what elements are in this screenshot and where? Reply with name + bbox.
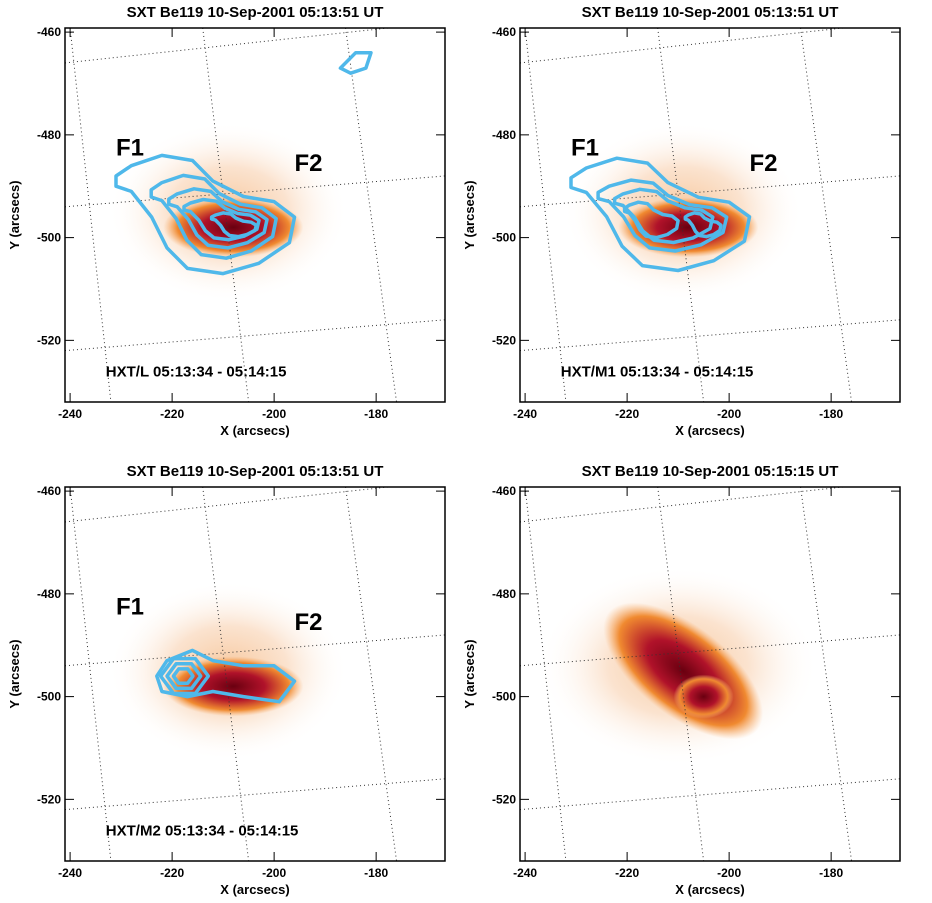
- hxr-contour: [569, 156, 752, 273]
- heliographic-grid: [202, 487, 250, 861]
- heliographic-grid: [800, 487, 853, 861]
- y-tick-label: -460: [492, 484, 516, 498]
- instrument-label: HXT/M2 05:13:34 - 05:14:15: [106, 822, 299, 839]
- hxr-contour: [167, 187, 269, 250]
- plot-area: [65, 28, 445, 402]
- x-tick-label: -240: [58, 407, 82, 421]
- plot-area: [520, 28, 900, 402]
- x-axis-label: X (arcsecs): [675, 882, 744, 897]
- y-tick-label: -480: [492, 128, 516, 142]
- plot-frame: [519, 486, 901, 862]
- panel: -240 -220 -200 -180 -460 -480 -500 -520 SXT Be11…: [7, 4, 446, 438]
- heliographic-grid: [657, 487, 705, 861]
- x-tick-label: -200: [262, 407, 286, 421]
- plot-area: [520, 487, 900, 861]
- emission-core: [673, 674, 734, 719]
- y-axis-label: Y (arcsecs): [462, 639, 477, 708]
- y-tick-label: -480: [37, 128, 61, 142]
- x-axis-label: X (arcsecs): [220, 882, 289, 897]
- y-tick-label: -460: [37, 484, 61, 498]
- hxr-contour: [683, 211, 723, 239]
- footpoint-label: F1: [116, 593, 144, 620]
- heliographic-grid: [800, 28, 853, 402]
- hxr-contour: [209, 211, 259, 239]
- y-axis-label: Y (arcsecs): [7, 180, 22, 249]
- x-tick-label: -200: [262, 866, 286, 880]
- y-tick-label: -520: [37, 333, 61, 347]
- chart-title: SXT Be119 10-Sep-2001 05:13:51 UT: [127, 4, 384, 21]
- x-tick-label: -240: [513, 407, 537, 421]
- footpoint-label: F2: [750, 150, 778, 177]
- x-tick-label: -200: [717, 866, 741, 880]
- footpoint-label: F1: [571, 134, 599, 161]
- y-tick-label: -460: [37, 25, 61, 39]
- y-tick-label: -500: [37, 690, 61, 704]
- panel: -240 -220 -200 -180 -460 -480 -500 -520 SXT Be11…: [462, 463, 901, 897]
- y-tick-label: -520: [492, 333, 516, 347]
- panel: -240 -220 -200 -180 -460 -480 -500 -520 SXT Be11…: [7, 463, 446, 897]
- x-tick-label: -220: [615, 866, 639, 880]
- x-tick-label: -220: [160, 407, 184, 421]
- plot-frame: [64, 27, 446, 403]
- heliographic-grid: [345, 28, 398, 402]
- hxr-contour: [165, 661, 203, 691]
- heliographic-grid: [345, 487, 398, 861]
- x-tick-label: -180: [819, 407, 843, 421]
- x-tick-label: -180: [364, 866, 388, 880]
- y-tick-label: -500: [37, 231, 61, 245]
- hxr-contour: [596, 178, 729, 253]
- footpoint-label: F2: [295, 609, 323, 636]
- plot-frame: [519, 27, 901, 403]
- heliographic-grid: [657, 28, 705, 402]
- y-axis-label: Y (arcsecs): [7, 639, 22, 708]
- y-tick-label: -460: [492, 25, 516, 39]
- heliographic-grid: [524, 487, 567, 861]
- x-tick-label: -180: [364, 407, 388, 421]
- heliographic-grid: [69, 28, 112, 402]
- chart-title: SXT Be119 10-Sep-2001 05:13:51 UT: [582, 4, 839, 21]
- hxr-contour: [338, 50, 373, 75]
- plot-area: [65, 487, 445, 861]
- y-tick-label: -500: [492, 231, 516, 245]
- plot-frame: [64, 486, 446, 862]
- chart-title: SXT Be119 10-Sep-2001 05:15:15 UT: [582, 463, 839, 480]
- x-tick-label: -200: [717, 407, 741, 421]
- x-tick-label: -240: [513, 866, 537, 880]
- hxr-contour: [114, 153, 297, 276]
- hxr-contour: [622, 200, 680, 240]
- hxr-contour: [149, 173, 278, 260]
- heliographic-grid: [524, 28, 567, 402]
- panel: -240 -220 -200 -180 -460 -480 -500 -520 SXT Be11…: [462, 4, 901, 438]
- instrument-label: HXT/L 05:13:34 - 05:14:15: [106, 363, 287, 380]
- y-tick-label: -500: [492, 690, 516, 704]
- footpoint-label: F1: [116, 134, 144, 161]
- y-tick-label: -480: [492, 587, 516, 601]
- x-tick-label: -180: [819, 866, 843, 880]
- heliographic-grid: [69, 487, 112, 861]
- x-tick-label: -240: [58, 866, 82, 880]
- x-tick-label: -220: [615, 407, 639, 421]
- y-tick-label: -520: [492, 792, 516, 806]
- chart-title: SXT Be119 10-Sep-2001 05:13:51 UT: [127, 463, 384, 480]
- x-tick-label: -220: [160, 866, 184, 880]
- y-axis-label: Y (arcsecs): [462, 180, 477, 249]
- x-axis-label: X (arcsecs): [220, 423, 289, 438]
- instrument-label: HXT/M1 05:13:34 - 05:14:15: [561, 363, 754, 380]
- y-tick-label: -520: [37, 792, 61, 806]
- y-tick-label: -480: [37, 587, 61, 601]
- x-axis-label: X (arcsecs): [675, 423, 744, 438]
- emission-core: [618, 197, 759, 258]
- hxr-contour: [158, 656, 211, 696]
- hxr-contour: [155, 648, 297, 704]
- hxr-contour: [171, 667, 195, 685]
- footpoint-label: F2: [295, 150, 323, 177]
